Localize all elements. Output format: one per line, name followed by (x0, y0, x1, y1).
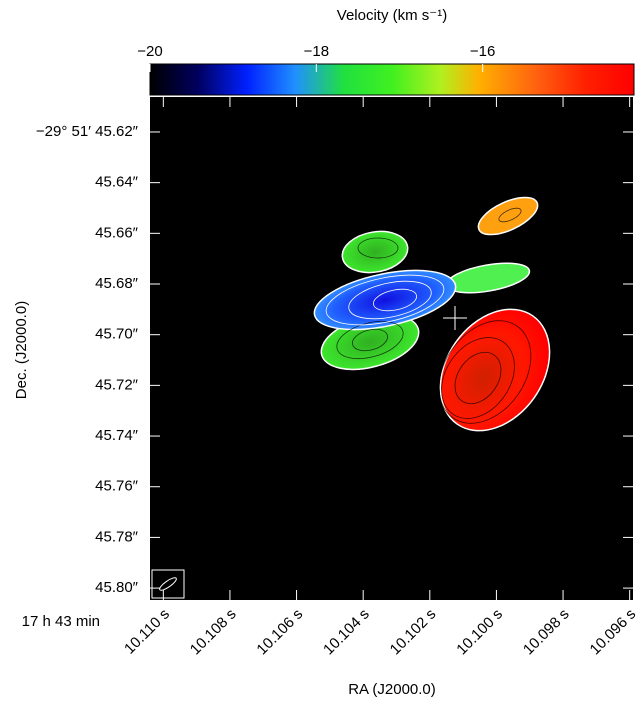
x-tick-label: 10.110 s (121, 606, 173, 658)
x-tick-label: 10.098 s (520, 606, 573, 659)
x-tick-label: 10.104 s (320, 606, 373, 659)
y-tick-label: 45.70″ (95, 326, 139, 343)
x-tick-label: 10.100 s (453, 606, 506, 659)
x-axis-label: RA (J2000.0) (348, 681, 436, 698)
y-tick-label: 45.80″ (95, 579, 139, 596)
colorbar (150, 64, 634, 95)
y-tick-label: 45.66″ (95, 224, 139, 241)
y-tick-label: 45.76″ (95, 478, 139, 495)
x-tick-label: 10.108 s (187, 606, 240, 659)
y-axis-label: Dec. (J2000.0) (13, 301, 30, 399)
y-tick-label: 45.68″ (95, 275, 139, 292)
x-tick-label: 10.102 s (387, 606, 440, 659)
x-tick-label: 10.096 s (587, 606, 640, 659)
colorbar-tick-label: −18 (304, 43, 329, 60)
colorbar-tick-label: −16 (470, 43, 495, 60)
x-prefix: 17 h 43 min (22, 613, 100, 630)
y-tick-label: 45.78″ (95, 528, 139, 545)
y-tick-label: −29° 51′ 45.62″ (36, 123, 139, 140)
page: {"chart_data": { "type": "velocity-map",… (0, 0, 644, 707)
y-tick-label: 45.64″ (95, 174, 139, 191)
colorbar-label: Velocity (km s⁻¹) (337, 7, 447, 24)
chart: Velocity (km s⁻¹) RA (J2000.0) 17 h 43 m… (0, 0, 644, 707)
x-tick-label: 10.106 s (253, 606, 306, 659)
y-tick-label: 45.74″ (95, 427, 139, 444)
colorbar-tick-label: −20 (137, 43, 162, 60)
y-tick-label: 45.72″ (95, 376, 139, 393)
